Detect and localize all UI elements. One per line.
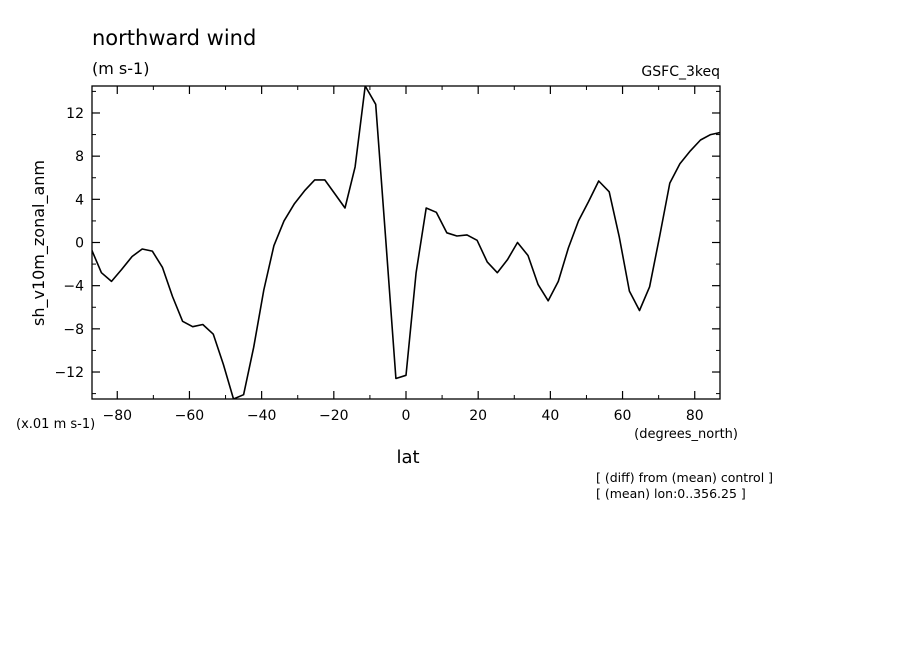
x-axis-units: (degrees_north) bbox=[634, 427, 738, 442]
model-label: GSFC_3keq bbox=[641, 64, 720, 80]
x-tick-label: −60 bbox=[175, 408, 205, 424]
x-tick-label: 20 bbox=[469, 408, 487, 424]
axes-ticks bbox=[92, 86, 720, 399]
series-line bbox=[92, 86, 720, 399]
x-tick-label: −80 bbox=[102, 408, 132, 424]
x-tick-label: 40 bbox=[541, 408, 559, 424]
y-scale-note: (x.01 m s-1) bbox=[16, 417, 95, 432]
y-tick-label: −4 bbox=[63, 279, 84, 295]
x-axis-label: lat bbox=[396, 447, 419, 468]
y-tick-label: 4 bbox=[75, 192, 84, 208]
x-tick-label: 60 bbox=[614, 408, 632, 424]
x-tick-label: −20 bbox=[319, 408, 349, 424]
plot-frame bbox=[91, 85, 721, 400]
chart-units: (m s-1) bbox=[92, 59, 149, 78]
x-tick-label: 80 bbox=[686, 408, 704, 424]
y-tick-label: 8 bbox=[75, 149, 84, 165]
x-tick-label: −40 bbox=[247, 408, 277, 424]
y-tick-label: −12 bbox=[54, 365, 84, 381]
footnote-diff: [ (diff) from (mean) control ] bbox=[596, 470, 773, 485]
chart-title: northward wind bbox=[92, 26, 256, 50]
y-tick-label: −8 bbox=[63, 322, 84, 338]
x-tick-label: 0 bbox=[402, 408, 411, 424]
y-tick-label: 12 bbox=[66, 106, 84, 122]
y-tick-label: 0 bbox=[75, 236, 84, 252]
y-axis-label: sh_v10m_zonal_anm bbox=[29, 160, 49, 326]
footnote-mean: [ (mean) lon:0..356.25 ] bbox=[596, 486, 746, 501]
